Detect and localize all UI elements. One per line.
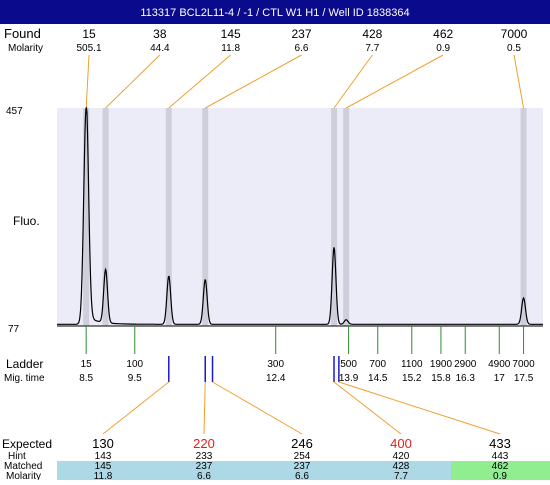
molarity-bottom-label: Molarity (6, 471, 41, 480)
found-connector-1 (105, 54, 161, 109)
matched-size-0: 145 (95, 461, 112, 472)
ladder-mig-time-4: 14.5 (368, 373, 388, 384)
ladder-size-6: 1900 (430, 359, 453, 370)
ladder-size-9: 7000 (512, 359, 535, 370)
found-size-1: 38 (153, 27, 167, 41)
matched-molarity-4: 0.9 (493, 471, 507, 480)
found-size-5: 462 (433, 27, 453, 41)
matched-size-4: 462 (492, 461, 509, 472)
ladder-size-3: 500 (340, 359, 357, 370)
plot-area (57, 108, 543, 326)
found-connector-3 (204, 54, 302, 109)
ladder-size-7: 2900 (454, 359, 477, 370)
ladder-label: Ladder (6, 357, 43, 371)
matched-size-2: 237 (294, 461, 311, 472)
found-size-4: 428 (362, 27, 382, 41)
found-molarity-1: 44.4 (150, 43, 170, 54)
ladder-size-2: 300 (267, 359, 284, 370)
found-molarity-3: 6.6 (295, 43, 309, 54)
found-label: Found (4, 26, 41, 41)
expected-size-4: 433 (489, 436, 511, 451)
ladder-size-0: 15 (81, 359, 93, 370)
matched-molarity-0: 11.8 (94, 471, 113, 480)
matched-row-cell-4 (451, 461, 550, 480)
peak-band-1 (102, 108, 109, 326)
found-molarity-0: 505.1 (76, 43, 101, 54)
expected-size-2: 246 (291, 436, 313, 451)
ladder-size-8: 4900 (488, 359, 511, 370)
matched-molarity-3: 7.7 (394, 471, 408, 480)
expected-connector-2 (212, 381, 303, 435)
matched-size-1: 237 (196, 461, 213, 472)
hint-size-3: 420 (393, 451, 410, 462)
found-connector-2 (168, 54, 231, 109)
ladder-mig-time-7: 16.3 (456, 373, 476, 384)
peak-band-6 (520, 108, 527, 326)
mig-time-label: Mig. time (4, 373, 45, 384)
matched-size-3: 428 (393, 461, 410, 472)
matched-molarity-2: 6.6 (295, 471, 309, 480)
y-tick-min: 77 (8, 324, 20, 335)
ladder-size-4: 700 (369, 359, 386, 370)
found-molarity-5: 0.9 (436, 43, 450, 54)
found-connector-0 (85, 54, 90, 109)
ladder-size-1: 100 (126, 359, 143, 370)
found-connector-4 (333, 54, 373, 109)
matched-label: Matched (4, 461, 42, 472)
found-size-6: 7000 (501, 27, 528, 41)
ladder-mig-time-2: 12.4 (266, 373, 286, 384)
found-size-0: 15 (82, 27, 96, 41)
matched-row-cell-3 (352, 461, 451, 480)
found-connector-5 (345, 54, 444, 109)
expected-connector-0 (102, 381, 170, 435)
found-molarity-6: 0.5 (507, 43, 521, 54)
peak-band-0 (83, 108, 90, 326)
peak-band-4 (331, 108, 338, 326)
hint-label: Hint (8, 451, 26, 462)
ladder-mig-time-1: 9.5 (128, 373, 142, 384)
ladder-mig-time-6: 15.8 (431, 373, 451, 384)
ladder-mig-time-9: 17.5 (514, 373, 534, 384)
hint-size-4: 443 (492, 451, 509, 462)
matched-row-cell-2 (253, 461, 352, 480)
found-molarity-2: 11.8 (221, 43, 240, 54)
peak-band-3 (202, 108, 209, 326)
peak-band-5 (343, 108, 350, 326)
found-size-2: 145 (221, 27, 241, 41)
ladder-mig-time-0: 8.5 (79, 373, 93, 384)
matched-molarity-1: 6.6 (197, 471, 211, 480)
expected-connector-4 (338, 381, 501, 435)
ladder-size-5: 1100 (401, 359, 423, 370)
hint-size-0: 143 (95, 451, 112, 462)
molarity-label: Molarity (8, 43, 43, 54)
y-tick-max: 457 (6, 106, 23, 117)
ladder-mig-time-5: 15.2 (402, 373, 422, 384)
found-molarity-4: 7.7 (365, 43, 379, 54)
expected-size-1: 220 (193, 436, 215, 451)
hint-size-1: 233 (196, 451, 213, 462)
peak-band-2 (165, 108, 172, 326)
ladder-mig-time-8: 17 (494, 373, 506, 384)
hint-size-2: 254 (294, 451, 311, 462)
expected-label: Expected (2, 437, 52, 451)
header-bar (0, 0, 550, 24)
matched-row-cell-1 (152, 461, 253, 480)
found-size-3: 237 (291, 27, 311, 41)
ladder-mig-time-3: 13.9 (339, 373, 359, 384)
fluorescence-trace (57, 106, 543, 325)
expected-connector-1 (203, 381, 206, 435)
matched-row-cell-0 (57, 461, 152, 480)
chart-title: 113317 BCL2L11-4 / -1 / CTL W1 H1 / Well… (140, 7, 409, 19)
expected-size-3: 400 (390, 436, 412, 451)
expected-size-0: 130 (92, 436, 114, 451)
fluo-axis-label: Fluo. (13, 214, 40, 228)
found-connector-6 (513, 54, 525, 109)
expected-connector-3 (333, 381, 402, 435)
